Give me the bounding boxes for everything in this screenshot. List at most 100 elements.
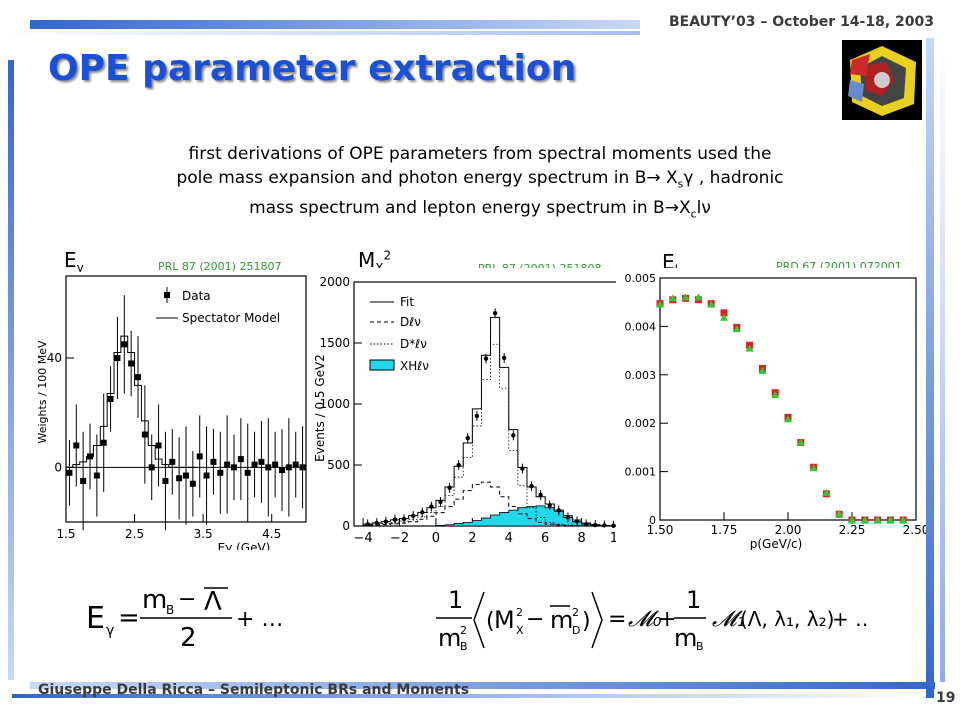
eq2-md-sup: 2 [572, 606, 579, 619]
data-point [251, 461, 258, 468]
data-point [189, 480, 196, 487]
intro-line-2-c: γ , hadronic [683, 168, 784, 188]
eq2-plus: + [658, 607, 676, 632]
data-point [162, 478, 169, 484]
data-point [299, 464, 306, 471]
data-point [210, 458, 217, 465]
data-point [593, 522, 598, 528]
eq2-frac1-num: 1 [448, 586, 463, 614]
x-tick-label: 3.5 [194, 527, 213, 541]
data-point [447, 485, 452, 490]
y-tick-label: 0.004 [625, 320, 657, 333]
top-accent-bar-thin [0, 31, 640, 35]
eq1-equals: = [118, 603, 140, 633]
y-tick-label: 0.002 [625, 417, 657, 430]
x-tick-label: 0 [432, 531, 440, 546]
top-accent-bar [30, 20, 640, 29]
data-point [196, 453, 203, 460]
data-point [438, 499, 443, 505]
legend-xh-label: XHℓν [400, 359, 429, 373]
x-tick-label: 6 [541, 531, 549, 546]
legend-model-label: Spectator Model [182, 311, 280, 325]
footer-author: Giuseppe Della Ricca – Semileptonic BRs … [38, 682, 470, 698]
data-point-green [822, 488, 831, 496]
eq2-md: m [550, 606, 573, 634]
x-tick-label: 4.5 [262, 527, 281, 541]
d-component [362, 481, 628, 527]
right-accent-bar [926, 38, 934, 698]
bottom-accent-bar [30, 682, 935, 689]
data-point-green [860, 516, 869, 523]
legend-data-label: Data [182, 289, 211, 303]
intro-line-3: mass spectrum and lepton energy spectrum… [120, 196, 840, 226]
data-point [169, 458, 176, 465]
x-tick-label: 1.50 [647, 523, 674, 537]
y-tick-label: 40 [47, 351, 62, 365]
eq1-lhs-sub: γ [106, 623, 114, 639]
data-point [520, 466, 525, 471]
data-point [66, 469, 73, 476]
data-point [401, 516, 407, 522]
legend-d-label: Dℓν [400, 315, 421, 329]
data-point [107, 396, 114, 402]
intro-line-3-sub: c [690, 207, 697, 221]
data-point-green [732, 325, 741, 333]
data-point [383, 519, 389, 524]
data-point-green [809, 464, 818, 472]
lepton-energy-plot: 1.50 1.75 2.00 2.25 2.50 0 0.001 0.002 0.003 0.00… [625, 272, 930, 551]
detector-logo-graphic [842, 40, 922, 120]
equation-photon-energy-graphic: E γ = m B − Λ 2 + … [86, 585, 283, 653]
left-accent-bar [8, 60, 14, 680]
intro-line-2: pole mass expansion and photon energy sp… [120, 166, 840, 196]
data-point-green [873, 516, 882, 523]
data-point [285, 464, 292, 471]
data-point [392, 517, 398, 522]
y-tick-label: 0.005 [625, 272, 657, 285]
x-axis-label: MX2 (GeV2) [463, 549, 541, 550]
eq2-mx-sup: 2 [516, 606, 523, 619]
y-tick-label: 0.003 [625, 369, 657, 382]
y-tick-label: 1500 [319, 336, 350, 350]
data-point [511, 433, 516, 438]
plot3-container: 1.50 1.75 2.00 2.25 2.50 0 0.001 0.002 0.003 0.00… [616, 268, 930, 551]
x-tick-label: 2.00 [775, 523, 802, 537]
data-point [365, 522, 370, 527]
data-point [556, 508, 562, 513]
data-point [93, 472, 100, 479]
data-point [456, 462, 461, 468]
detector-logo [842, 40, 922, 120]
x-axis-label: p(GeV/c) [750, 537, 803, 550]
plot1-label: Eγ [64, 248, 84, 275]
hadronic-mass-plot: −4−202468100500100015002000MX2 (GeV2)Eve… [313, 275, 628, 564]
data-point [474, 413, 480, 419]
bottom-accent-bar-thin [12, 694, 917, 698]
data-point-green [745, 344, 754, 352]
data-point-green [771, 391, 780, 399]
data-point-green [668, 294, 677, 302]
data-point [87, 453, 93, 460]
data-point-green [835, 509, 844, 517]
data-point [574, 519, 580, 524]
eq2-m0: 𝓜₀ [628, 607, 662, 632]
x-tick-label: 2.25 [839, 523, 866, 537]
intro-line-3-a: mass spectrum and lepton energy spectrum… [249, 198, 665, 219]
intro-line-1: first derivations of OPE parameters from… [188, 144, 772, 164]
data-point-green [694, 293, 703, 301]
plot-frame [659, 277, 917, 521]
data-point [492, 311, 498, 316]
y-tick-label: 0 [54, 460, 62, 474]
data-point [483, 356, 489, 361]
slide-title: OPE parameter extraction [48, 48, 577, 89]
y-axis-label: Weights / 100 MeV [36, 340, 49, 444]
data-point [217, 469, 224, 476]
plot1-label-sub: γ [76, 261, 84, 275]
x-tick-label: 2.5 [125, 527, 144, 541]
intro-line-2-b: X [660, 168, 678, 188]
photon-energy-plot: 1.5 2.5 3.5 4.5 0 40 Eγ (GeV) Weights / 100 MeV… [36, 275, 307, 555]
eq2-frac2-num: 1 [686, 586, 701, 614]
plot1-container: 1.5 2.5 3.5 4.5 0 40 Eγ (GeV) Weights / 100 MeV… [34, 272, 312, 555]
data-point [258, 458, 265, 465]
eq2-frac2-den-sub: B [696, 640, 704, 652]
y-tick-label: 1000 [319, 397, 350, 411]
x-tick-label: 1.5 [56, 527, 75, 541]
